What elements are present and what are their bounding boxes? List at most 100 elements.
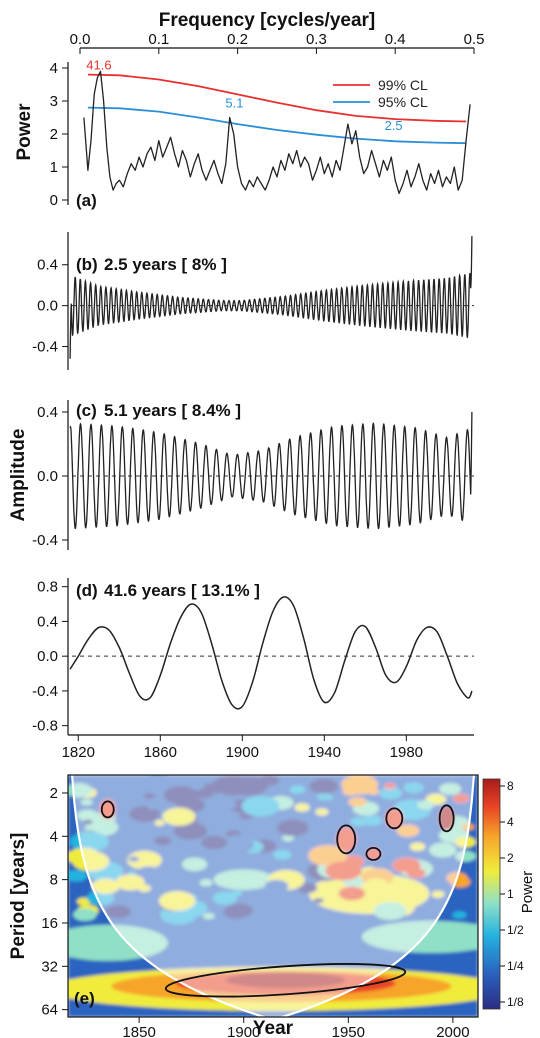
panel-e-power-patch [262,889,301,910]
panel-e-y-tick-label: 4 [50,828,58,845]
panel-e-y-tick-label: 2 [50,785,58,802]
colorbar [482,778,501,1010]
panel-e-power-patch [452,911,467,919]
panel-e-y-tick-label: 16 [41,915,58,932]
panel-d-y-tick-label: 0.4 [37,613,58,630]
colorbar-tick-label: 2 [507,851,514,865]
panel-a-y-tick-label: 3 [50,93,58,110]
panel-e-power-patch [199,879,213,887]
panel-e-power-patch [350,817,367,827]
panel-e-power-patch [128,856,140,863]
panel-b-y-tick-label: 0.0 [37,298,58,315]
panel-e-significance-contour [100,800,115,819]
panel-a-peak-label: 2.5 [385,118,403,133]
panel-e-power-region [225,972,346,989]
panel-e-power-patch [147,804,157,810]
panel-d-x-tick-label: 1900 [226,744,259,761]
panel-e-power-patch [127,851,162,870]
panel-e-power-patch [154,820,165,826]
panel-e-power-patch [429,842,457,858]
panel-e-power-patch [142,775,174,790]
colorbar-tick-label: 1/8 [507,995,524,1009]
frequency-ticks: 0.0 0.1 0.2 0.3 0.4 0.5 [70,31,485,54]
frequency-tick-label: 0.3 [306,31,327,48]
panel-e-power-peak [438,806,455,831]
panel-e-power-patch [143,792,156,800]
panel-e-power-field [68,775,478,1017]
colorbar-tick-label: 4 [507,815,514,829]
panel-e-power-region [362,920,478,953]
panel-c-title: 5.1 years [ 8.4% ] [104,401,241,420]
panel-b-2-5-year-component: 0.4 0.0 -0.4 (b) 2.5 years [ 8% ] [32,232,474,370]
panel-e-power-patch [73,908,97,921]
panel-e-y-tick-label: 32 [41,958,58,975]
frequency-tick-label: 0.5 [464,31,485,48]
panel-d-series-line [69,596,473,710]
panel-e-power-patch [194,788,214,799]
panel-e-power-patch [313,897,324,904]
frequency-axis: Frequency [cycles/year] 0.0 0.1 0.2 0.3 0.4 0… [70,10,485,54]
panel-e-power-patch [455,850,476,862]
panel-e-power-patch [276,819,309,837]
frequency-axis-label: Frequency [cycles/year] [159,10,376,31]
panel-e-power-peak [385,808,404,829]
panel-e-power-patch [294,803,310,812]
panel-e-power-peak [336,827,357,852]
panel-e-power-patch [308,845,348,866]
panel-e-x-tick-label: 1850 [122,1024,155,1038]
panel-c-y-tick-label: 0.0 [37,468,58,485]
panel-e-power-patch [241,796,280,817]
colorbar-tick-label: 1/4 [507,959,524,973]
panel-a-legend: 99% CL 95% CL [333,77,428,110]
panel-e-power-patch [163,785,199,805]
panel-e-cone-of-influence [71,775,475,1017]
panel-e-power-patch [406,867,426,879]
panel-a-y-ticks: 0 1 2 3 4 [50,60,68,209]
panel-e-power-patch [273,850,292,860]
panel-e-power-patch [105,904,132,919]
panel-c-y-ticks: 0.4 0.0 -0.4 [32,404,68,549]
panel-a-label: (a) [76,191,97,210]
panel-e-ylabel: Period [years] [8,833,29,960]
panel-e-power-patch [282,835,294,842]
panel-e-significance-contours [100,800,455,998]
panel-b-y-tick-label: -0.4 [32,339,58,356]
panel-e-power-patch [439,783,462,795]
panel-a-y-tick-label: 4 [50,60,58,77]
panel-d-x-tick-label: 1820 [62,744,95,761]
panel-d-y-tick-label: 0.8 [37,579,58,596]
panel-e-power-patch [452,794,470,803]
panel-e-power-patch [200,835,228,850]
panel-c-y-tick-label: -0.4 [32,532,58,549]
panel-e-x-tick-label: 1900 [227,1024,260,1038]
panel-a-ylabel: Power [14,103,35,161]
panel-c-label: (c) [76,401,97,420]
panel-e-power-peak [366,847,381,860]
panel-e-power-patch [83,819,93,825]
panel-e-power-patch [264,879,289,893]
frequency-tick-label: 0.0 [70,31,91,48]
panel-e-power-patch [159,891,196,911]
panel-e-power-patch [309,778,339,795]
panel-e-cone-shade [68,775,478,1017]
panel-e-power-patch [115,874,145,891]
panel-e-power-region [68,924,168,961]
panel-b-y-ticks: 0.4 0.0 -0.4 [32,257,68,356]
frequency-tick-label: 0.4 [385,31,406,48]
panel-d-y-tick-label: -0.4 [32,683,58,700]
panel-e-power-patch [128,805,161,823]
panel-e-power-patch [289,785,306,794]
panel-d-title: 41.6 years [ 13.1% ] [104,581,260,600]
panel-e-power-patch [223,905,250,920]
panel-a-y-tick-label: 0 [50,192,58,209]
legend-99-label: 99% CL [378,77,428,93]
amplitude-axis-label: Amplitude [8,429,29,522]
panel-c-5-1-year-component: 0.4 0.0 -0.4 (c) 5.1 years [ 8.4% ] [32,400,474,550]
panel-e-power-patch [203,913,215,920]
panel-e-power-patch [410,842,426,851]
panel-b-title: 2.5 years [ 8% ] [104,255,227,274]
legend-95-label: 95% CL [378,94,428,110]
panel-e-power-patch [379,787,402,800]
